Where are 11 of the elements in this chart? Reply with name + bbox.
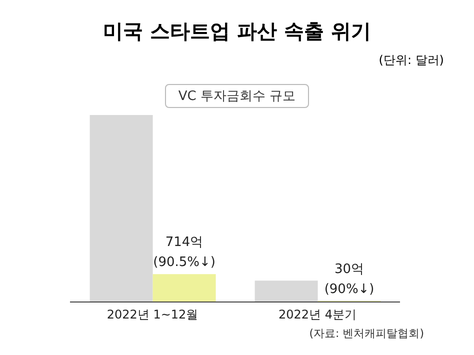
text: (자료: 벤처캐피탈협회) — [309, 326, 424, 341]
x-tick-label: 2022년 1~12월 — [106, 308, 198, 322]
text: (단위: 달러) — [378, 52, 444, 69]
data-label: 714억 (90.5%↓) — [153, 235, 216, 270]
bar — [254, 280, 318, 302]
bar — [90, 115, 153, 302]
data-label: 30억 (90%↓) — [324, 262, 374, 297]
x-tick-label: 2022년 4분기 — [278, 308, 356, 322]
bar — [152, 274, 216, 302]
chart-subtitle: VC 투자금회수 규모 — [165, 84, 309, 108]
chart-title: 미국 스타트업 파산 속출 위기 — [102, 18, 372, 45]
